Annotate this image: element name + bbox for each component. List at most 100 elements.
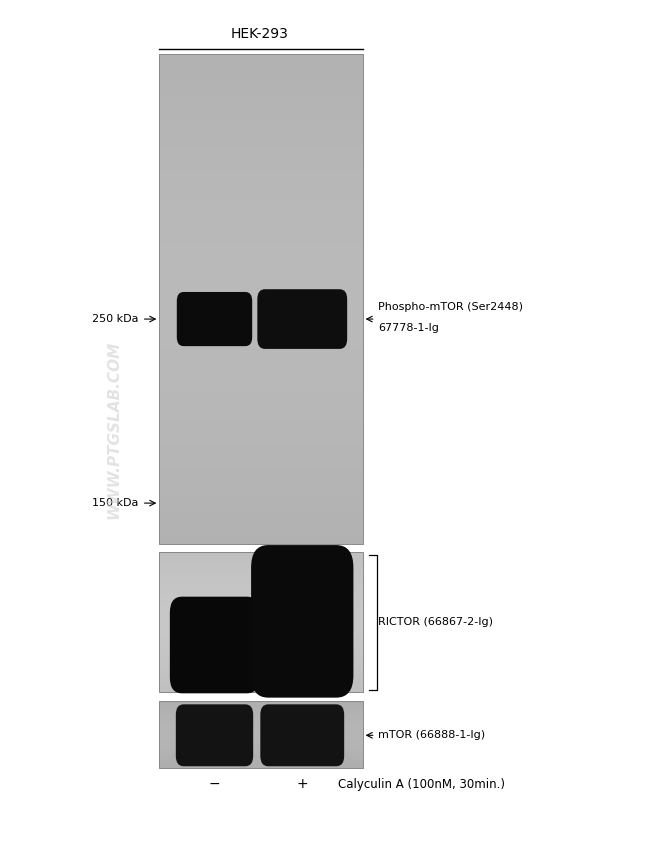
Bar [159, 158, 363, 164]
Bar [159, 396, 363, 402]
Bar [159, 647, 363, 648]
Bar [159, 573, 363, 574]
Bar [159, 225, 363, 231]
Bar [159, 402, 363, 409]
Bar [159, 470, 363, 476]
Bar [159, 274, 363, 280]
Text: mTOR (66888-1-Ig): mTOR (66888-1-Ig) [378, 730, 486, 740]
Bar [159, 219, 363, 225]
Bar [159, 628, 363, 630]
Bar [159, 292, 363, 298]
Bar [159, 559, 363, 561]
Bar [159, 611, 363, 613]
Bar [159, 557, 363, 559]
Bar [159, 603, 363, 605]
Bar [159, 409, 363, 415]
Bar [159, 680, 363, 682]
Bar [159, 268, 363, 274]
Bar [159, 347, 363, 354]
Text: Phospho-mTOR (Ser2448): Phospho-mTOR (Ser2448) [378, 302, 523, 312]
Bar [159, 109, 363, 115]
Bar [159, 164, 363, 170]
Bar [159, 433, 363, 439]
Bar [159, 610, 363, 611]
Bar [159, 599, 363, 601]
Bar [159, 54, 363, 544]
Bar [159, 54, 363, 60]
Bar [159, 103, 363, 109]
Bar [159, 618, 363, 620]
Bar [159, 121, 363, 127]
Bar [159, 556, 363, 557]
Bar [159, 577, 363, 579]
Bar [159, 133, 363, 140]
Bar [159, 354, 363, 360]
Bar [159, 657, 363, 659]
Bar [159, 673, 363, 675]
Bar [159, 689, 363, 691]
Bar [159, 213, 363, 219]
Bar [159, 659, 363, 660]
Bar [159, 571, 363, 573]
Bar [159, 586, 363, 587]
Bar [159, 127, 363, 133]
Bar [159, 675, 363, 677]
Bar [159, 286, 363, 292]
Bar [159, 638, 363, 640]
FancyBboxPatch shape [177, 292, 252, 346]
Bar [159, 201, 363, 207]
Bar [159, 691, 363, 692]
Bar [159, 360, 363, 366]
Bar [159, 262, 363, 268]
Bar [159, 335, 363, 341]
Text: RICTOR (66867-2-Ig): RICTOR (66867-2-Ig) [378, 617, 493, 627]
Text: 250 kDa: 250 kDa [92, 314, 138, 324]
Bar [159, 182, 363, 188]
Bar [159, 66, 363, 72]
Bar [159, 152, 363, 158]
Bar [159, 684, 363, 685]
Bar [159, 140, 363, 146]
Bar [159, 662, 363, 664]
Bar [159, 660, 363, 662]
Bar [159, 378, 363, 384]
Bar [159, 146, 363, 152]
Bar [159, 648, 363, 650]
Bar [159, 564, 363, 566]
FancyBboxPatch shape [176, 704, 254, 766]
Bar [159, 679, 363, 680]
Bar [159, 341, 363, 347]
Bar [159, 580, 363, 582]
Bar [159, 501, 363, 507]
Bar [159, 591, 363, 593]
Bar [159, 633, 363, 635]
Bar [159, 584, 363, 586]
FancyBboxPatch shape [260, 704, 344, 766]
Bar [159, 631, 363, 633]
Bar [159, 452, 363, 458]
Bar [159, 207, 363, 213]
Bar [159, 640, 363, 642]
Bar [159, 574, 363, 577]
Bar [159, 488, 363, 494]
Bar [159, 554, 363, 556]
Bar [159, 666, 363, 667]
Bar [159, 231, 363, 237]
Bar [159, 654, 363, 655]
Bar [159, 170, 363, 176]
Bar [159, 596, 363, 598]
Bar [159, 507, 363, 513]
Bar [159, 593, 363, 594]
Bar [159, 566, 363, 568]
Bar [159, 670, 363, 672]
Bar [159, 664, 363, 666]
Bar [159, 458, 363, 464]
Bar [159, 250, 363, 256]
Bar [159, 682, 363, 684]
Bar [159, 72, 363, 78]
Bar [159, 256, 363, 262]
Bar [159, 390, 363, 396]
Bar [159, 677, 363, 679]
Bar [159, 598, 363, 599]
Bar [159, 538, 363, 544]
